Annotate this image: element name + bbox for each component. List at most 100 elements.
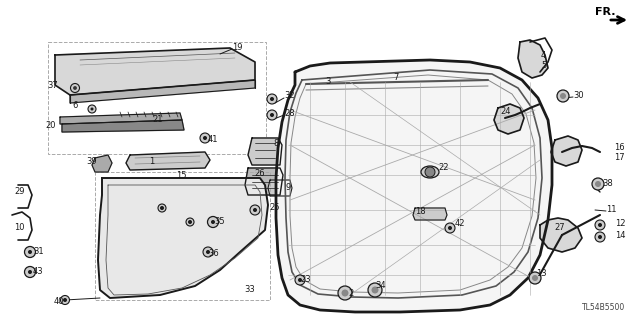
Text: 23: 23 bbox=[300, 276, 310, 285]
Text: FR.: FR. bbox=[595, 7, 616, 17]
Circle shape bbox=[267, 110, 277, 120]
Polygon shape bbox=[268, 180, 292, 196]
Circle shape bbox=[342, 290, 349, 296]
Text: 3: 3 bbox=[325, 77, 330, 85]
Circle shape bbox=[295, 275, 305, 285]
Circle shape bbox=[70, 84, 79, 93]
Text: 40: 40 bbox=[54, 296, 65, 306]
Text: 24: 24 bbox=[500, 108, 511, 116]
Text: 36: 36 bbox=[208, 249, 219, 258]
Circle shape bbox=[448, 226, 452, 230]
Polygon shape bbox=[98, 178, 268, 298]
Text: 28: 28 bbox=[284, 108, 294, 117]
Text: 13: 13 bbox=[536, 270, 547, 278]
Circle shape bbox=[368, 283, 382, 297]
Text: 7: 7 bbox=[393, 72, 398, 81]
Circle shape bbox=[595, 220, 605, 230]
Polygon shape bbox=[60, 113, 182, 124]
Circle shape bbox=[532, 275, 538, 281]
Circle shape bbox=[557, 90, 569, 102]
Ellipse shape bbox=[421, 166, 439, 178]
Text: 42: 42 bbox=[455, 219, 465, 228]
Circle shape bbox=[592, 178, 604, 190]
Text: 26: 26 bbox=[254, 168, 264, 177]
Circle shape bbox=[203, 136, 207, 140]
Circle shape bbox=[158, 204, 166, 212]
Text: 32: 32 bbox=[284, 92, 294, 100]
Text: 21: 21 bbox=[152, 115, 163, 124]
Text: 18: 18 bbox=[415, 207, 426, 217]
Polygon shape bbox=[55, 48, 255, 95]
Text: 15: 15 bbox=[176, 170, 186, 180]
Circle shape bbox=[61, 295, 70, 305]
Polygon shape bbox=[248, 138, 282, 165]
Text: 20: 20 bbox=[45, 122, 56, 130]
Circle shape bbox=[338, 286, 352, 300]
Text: 41: 41 bbox=[208, 135, 218, 144]
Bar bbox=[95, 172, 270, 300]
Text: 43: 43 bbox=[33, 268, 44, 277]
Text: 5: 5 bbox=[541, 62, 547, 70]
Circle shape bbox=[200, 133, 210, 143]
Circle shape bbox=[250, 205, 260, 215]
Circle shape bbox=[595, 181, 601, 187]
Text: 34: 34 bbox=[375, 280, 386, 290]
Circle shape bbox=[24, 266, 35, 278]
Circle shape bbox=[203, 247, 213, 257]
Text: 16: 16 bbox=[614, 143, 625, 152]
Polygon shape bbox=[70, 80, 255, 103]
Polygon shape bbox=[276, 60, 552, 312]
Circle shape bbox=[253, 208, 257, 212]
Text: 38: 38 bbox=[602, 180, 612, 189]
Circle shape bbox=[28, 250, 32, 254]
Bar bbox=[48, 42, 266, 154]
Circle shape bbox=[529, 272, 541, 284]
Text: 35: 35 bbox=[214, 218, 225, 226]
Circle shape bbox=[371, 286, 378, 293]
Text: 12: 12 bbox=[615, 219, 625, 228]
Circle shape bbox=[270, 97, 274, 101]
Circle shape bbox=[267, 94, 277, 104]
Text: 19: 19 bbox=[232, 42, 243, 51]
Polygon shape bbox=[494, 104, 524, 134]
Circle shape bbox=[207, 217, 218, 227]
Circle shape bbox=[74, 86, 77, 90]
Circle shape bbox=[28, 270, 32, 274]
Circle shape bbox=[73, 86, 77, 90]
Text: 14: 14 bbox=[615, 232, 625, 241]
Polygon shape bbox=[92, 155, 112, 172]
Text: 29: 29 bbox=[14, 188, 24, 197]
Polygon shape bbox=[518, 40, 548, 78]
Circle shape bbox=[160, 206, 164, 210]
Circle shape bbox=[186, 218, 194, 226]
Circle shape bbox=[270, 113, 274, 117]
Text: 25: 25 bbox=[269, 203, 280, 211]
Polygon shape bbox=[245, 168, 283, 195]
Text: 31: 31 bbox=[33, 248, 44, 256]
Text: 2: 2 bbox=[348, 288, 353, 298]
Text: 22: 22 bbox=[438, 162, 449, 172]
Text: 27: 27 bbox=[554, 224, 564, 233]
Circle shape bbox=[206, 250, 210, 254]
Text: 8: 8 bbox=[273, 139, 278, 149]
Circle shape bbox=[63, 298, 67, 302]
Text: 33: 33 bbox=[244, 286, 255, 294]
Text: 9: 9 bbox=[285, 183, 291, 192]
Circle shape bbox=[24, 247, 35, 257]
Polygon shape bbox=[551, 136, 582, 166]
Text: 17: 17 bbox=[614, 152, 625, 161]
Text: 4: 4 bbox=[541, 51, 547, 61]
Circle shape bbox=[298, 278, 302, 282]
Circle shape bbox=[560, 93, 566, 99]
Text: 39: 39 bbox=[86, 158, 97, 167]
Text: 6: 6 bbox=[72, 101, 78, 110]
Text: 37: 37 bbox=[47, 81, 58, 91]
Circle shape bbox=[598, 223, 602, 227]
Circle shape bbox=[598, 235, 602, 239]
Circle shape bbox=[211, 220, 215, 224]
Text: 1: 1 bbox=[149, 158, 154, 167]
Circle shape bbox=[188, 220, 192, 224]
Circle shape bbox=[445, 223, 455, 233]
Circle shape bbox=[88, 105, 96, 113]
Polygon shape bbox=[540, 218, 582, 252]
